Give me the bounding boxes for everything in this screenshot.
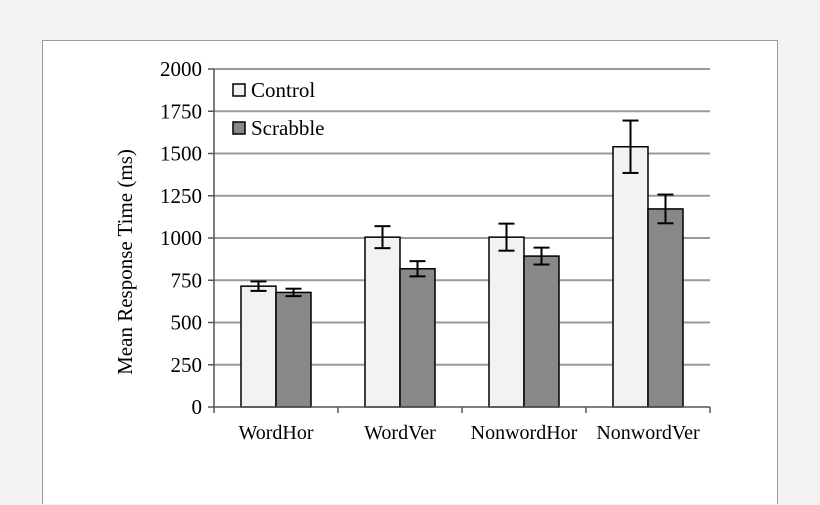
bar xyxy=(612,145,649,408)
legend-label: Scrabble xyxy=(251,116,324,140)
x-tick-label: WordHor xyxy=(238,422,313,444)
y-tick-label: 0 xyxy=(192,395,203,419)
y-tick-label: 750 xyxy=(171,268,203,292)
bar xyxy=(488,236,525,408)
bar xyxy=(523,255,560,408)
y-tick-label: 1250 xyxy=(160,184,202,208)
x-tick-label: NonwordVer xyxy=(596,422,700,444)
figure-frame: 0 250 500 750 1000 1250 1500 1750 2000 WordHor Wo… xyxy=(42,40,778,504)
y-tick-label: 500 xyxy=(171,311,203,335)
error-bars xyxy=(250,119,674,298)
legend-label: Control xyxy=(251,78,315,102)
y-tick-labels: 0 250 500 750 1000 1250 1500 1750 2000 xyxy=(160,57,202,419)
x-tick-label: NonwordHor xyxy=(471,422,578,444)
x-tick-labels: WordHor WordVer NonwordHor NonwordVer xyxy=(238,422,700,444)
y-tick-label: 1750 xyxy=(160,99,202,123)
bar xyxy=(647,208,684,408)
x-tick-label: WordVer xyxy=(364,422,436,444)
bar xyxy=(240,285,277,408)
bar xyxy=(399,268,436,408)
axes xyxy=(213,69,711,413)
bar xyxy=(275,291,312,408)
legend-swatch xyxy=(232,83,246,97)
y-tick-label: 250 xyxy=(171,353,203,377)
bars xyxy=(240,145,684,408)
bar xyxy=(364,236,401,408)
y-tick-label: 1000 xyxy=(160,226,202,250)
y-tick-label: 2000 xyxy=(160,57,202,81)
legend-swatch xyxy=(232,121,246,135)
y-tick-label: 1500 xyxy=(160,142,202,166)
y-axis-label: Mean Response Time (ms) xyxy=(113,149,137,375)
legend: Control Scrabble xyxy=(232,78,324,140)
